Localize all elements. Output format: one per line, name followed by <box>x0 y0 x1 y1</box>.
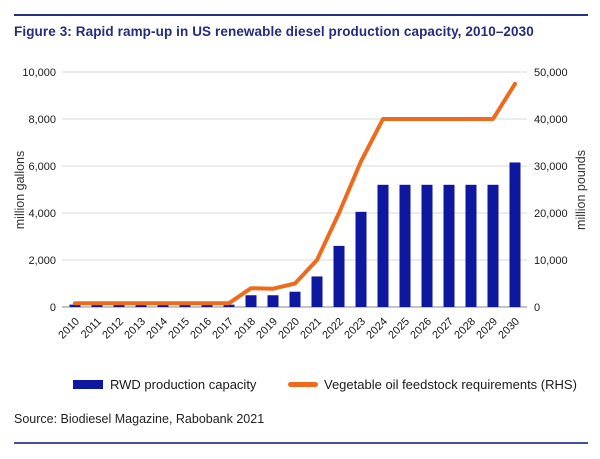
line-legend-swatch <box>288 381 318 387</box>
x-tick-2011: 2011 <box>79 316 104 341</box>
bar-2025 <box>399 184 411 307</box>
line-legend-label: Vegetable oil feedstock requirements (RH… <box>324 376 577 392</box>
bar-2010 <box>69 304 81 307</box>
bar-2022 <box>333 245 345 307</box>
bar-2024 <box>377 184 389 307</box>
x-tick-2014: 2014 <box>144 316 170 342</box>
left-axis-tick-8000: 8,000 <box>28 114 56 126</box>
x-tick-2016: 2016 <box>188 316 214 342</box>
x-tick-2010: 2010 <box>56 316 82 342</box>
figure-title: Figure 3: Rapid ramp-up in US renewable … <box>14 24 534 39</box>
x-tick-2012: 2012 <box>100 316 126 342</box>
x-tick-2015: 2015 <box>166 316 192 342</box>
left-axis-tick-10000: 10,000 <box>22 67 56 79</box>
x-tick-2022: 2022 <box>320 316 346 342</box>
bar-2028 <box>465 184 477 307</box>
x-tick-2023: 2023 <box>342 316 368 342</box>
x-tick-2019: 2019 <box>254 316 280 342</box>
x-tick-2013: 2013 <box>122 316 148 342</box>
bottom-divider-rule <box>14 442 588 444</box>
x-tick-2026: 2026 <box>408 316 434 342</box>
x-tick-2020: 2020 <box>276 316 302 342</box>
bar-2027 <box>443 184 455 307</box>
bar-2019 <box>267 295 279 307</box>
bar-2018 <box>245 295 257 307</box>
x-tick-2025: 2025 <box>386 316 412 342</box>
x-tick-2030: 2030 <box>496 316 522 342</box>
legend-item-feedstock-requirements: Vegetable oil feedstock requirements (RH… <box>288 371 577 397</box>
right-axis-tick-30000: 30,000 <box>534 161 568 173</box>
left-axis-title: million gallons <box>13 151 27 230</box>
right-axis-tick-20000: 20,000 <box>534 208 568 220</box>
bar-legend-label: RWD production capacity <box>110 376 257 392</box>
bar-legend-swatch <box>73 379 103 389</box>
x-tick-2027: 2027 <box>430 316 456 342</box>
bar-2013 <box>135 304 147 307</box>
top-divider-rule <box>14 14 588 16</box>
right-axis-tick-50000: 50,000 <box>534 67 568 79</box>
bar-2020 <box>289 291 301 307</box>
right-axis-title: million pounds <box>574 150 588 230</box>
left-axis-tick-0: 0 <box>50 302 56 314</box>
bar-2014 <box>157 304 169 307</box>
right-axis-tick-0: 0 <box>534 302 540 314</box>
x-tick-2029: 2029 <box>474 316 500 342</box>
bar-2021 <box>311 276 323 307</box>
x-tick-2021: 2021 <box>298 316 324 342</box>
bar-2011 <box>91 304 103 307</box>
x-tick-2024: 2024 <box>364 316 390 342</box>
bar-2015 <box>179 304 191 307</box>
bar-2023 <box>355 211 367 307</box>
right-axis-tick-40000: 40,000 <box>534 114 568 126</box>
bar-2030 <box>509 162 521 307</box>
bar-2016 <box>201 304 213 307</box>
bar-2017 <box>223 304 235 307</box>
feedstock-line <box>73 81 517 306</box>
source-attribution: Source: Biodiesel Magazine, Rabobank 202… <box>14 412 265 426</box>
x-tick-2017: 2017 <box>210 316 236 342</box>
legend-item-production-capacity: RWD production capacity <box>73 371 256 397</box>
left-axis-tick-4000: 4,000 <box>28 208 56 220</box>
bar-2026 <box>421 184 433 307</box>
chart-legend: RWD production capacity Vegetable oil fe… <box>0 371 600 397</box>
x-tick-2018: 2018 <box>232 316 258 342</box>
x-tick-2028: 2028 <box>452 316 478 342</box>
left-axis-tick-2000: 2,000 <box>28 255 56 267</box>
bar-2012 <box>113 304 125 307</box>
right-axis-tick-10000: 10,000 <box>534 255 568 267</box>
capacity-chart: 0 2,000 4,000 6,000 8,000 10,000 0 10,000 20,000… <box>13 67 588 342</box>
left-axis-tick-6000: 6,000 <box>28 161 56 173</box>
bar-2029 <box>487 184 499 307</box>
